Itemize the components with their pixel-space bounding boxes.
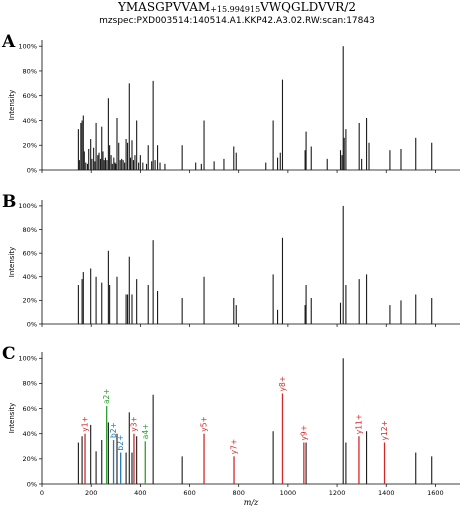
ion-label: y7+ — [230, 439, 239, 455]
x-tick-label: 800 — [232, 489, 244, 497]
figure-title: YMASGPVVAM+15.994915VWQGLDVVR/2 — [117, 0, 356, 14]
title-suffix: VWQGLDVVR/2 — [259, 0, 356, 14]
ion-label: y11+ — [354, 414, 363, 434]
y-tick-label: 40% — [23, 430, 37, 438]
ion-label: b2+ — [116, 435, 125, 451]
ion-label: y3+ — [129, 416, 138, 432]
y-tick-label: 0% — [27, 320, 37, 328]
y-tick-label: 80% — [23, 226, 37, 234]
y-tick-label: 100% — [18, 42, 37, 50]
ion-label: y1+ — [81, 416, 90, 432]
panel-a: A 0% 20% 40% 60% 80% 100% Intensity — [1, 32, 460, 174]
y-tick-label: 60% — [23, 405, 37, 413]
panel-c: C 0% 20% 40% 60% 80% 100% 0 200 400 600 800 1000 120… — [2, 344, 460, 506]
x-tick-label: 600 — [183, 489, 195, 497]
x-tick-label: 1000 — [280, 489, 297, 497]
y-tick-label: 60% — [23, 249, 37, 257]
x-tick-label: 0 — [40, 489, 44, 497]
y-axis-label: Intensity — [8, 403, 16, 433]
panel-letter-c: C — [2, 344, 16, 364]
x-axis-label: m/z — [244, 498, 259, 506]
y-tick-label: 100% — [18, 355, 37, 363]
y-axis-label: Intensity — [8, 90, 16, 120]
y-tick-label: 40% — [23, 117, 37, 125]
x-tick-label: 400 — [134, 489, 146, 497]
x-tick-label: 1600 — [427, 489, 444, 497]
ion-label: a4+ — [141, 424, 150, 440]
y-tick-label: 80% — [23, 67, 37, 75]
panel-letter-b: B — [2, 192, 16, 212]
y-tick-label: 60% — [23, 92, 37, 100]
figure-subtitle: mzspec:PXD003514:140514.A1.KKP42.A3.02.R… — [99, 16, 375, 26]
y-tick-label: 20% — [23, 142, 37, 150]
y-tick-label: 40% — [23, 273, 37, 281]
ion-label: y8+ — [278, 376, 287, 392]
y-tick-label: 0% — [27, 480, 37, 488]
y-tick-label: 0% — [27, 166, 37, 174]
x-tick-label: 1200 — [329, 489, 346, 497]
ion-label: y12+ — [380, 420, 389, 440]
x-tick-label: 200 — [85, 489, 97, 497]
ion-label: a2+ — [102, 388, 111, 404]
panel-b: B 0% 20% 40% 60% 80% 100% Intensity — [2, 192, 460, 328]
x-tick-label: 1400 — [378, 489, 395, 497]
y-tick-label: 100% — [18, 202, 37, 210]
ion-label: y5+ — [200, 416, 209, 432]
ion-label: y9+ — [299, 425, 308, 441]
title-modification: +15.994915 — [210, 5, 260, 14]
ion-label: b2+ — [109, 422, 118, 438]
panel-letter-a: A — [1, 32, 16, 52]
y-tick-label: 20% — [23, 297, 37, 305]
y-tick-label: 20% — [23, 455, 37, 463]
title-prefix: YMASGPVVAM — [117, 0, 210, 14]
y-axis-label: Intensity — [8, 247, 16, 277]
y-tick-label: 80% — [23, 380, 37, 388]
